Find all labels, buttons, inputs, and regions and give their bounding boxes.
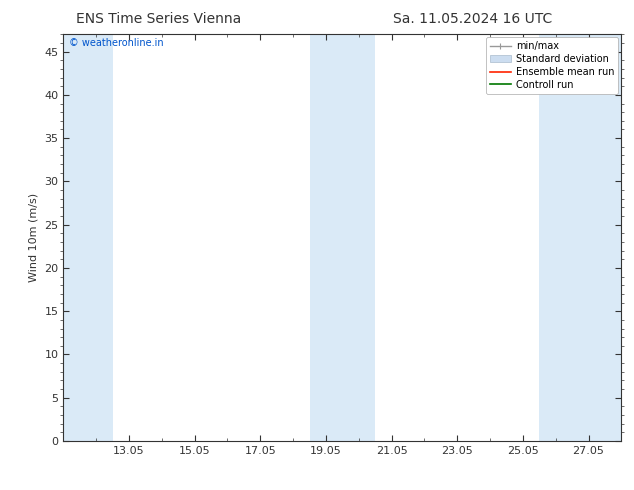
Text: Sa. 11.05.2024 16 UTC: Sa. 11.05.2024 16 UTC	[393, 12, 552, 26]
Bar	[309, 34, 375, 441]
Legend: min/max, Standard deviation, Ensemble mean run, Controll run: min/max, Standard deviation, Ensemble me…	[486, 37, 618, 94]
Text: © weatheronline.in: © weatheronline.in	[69, 38, 164, 49]
Text: ENS Time Series Vienna: ENS Time Series Vienna	[75, 12, 241, 26]
Y-axis label: Wind 10m (m/s): Wind 10m (m/s)	[29, 193, 39, 282]
Bar	[63, 34, 113, 441]
Bar	[540, 34, 621, 441]
